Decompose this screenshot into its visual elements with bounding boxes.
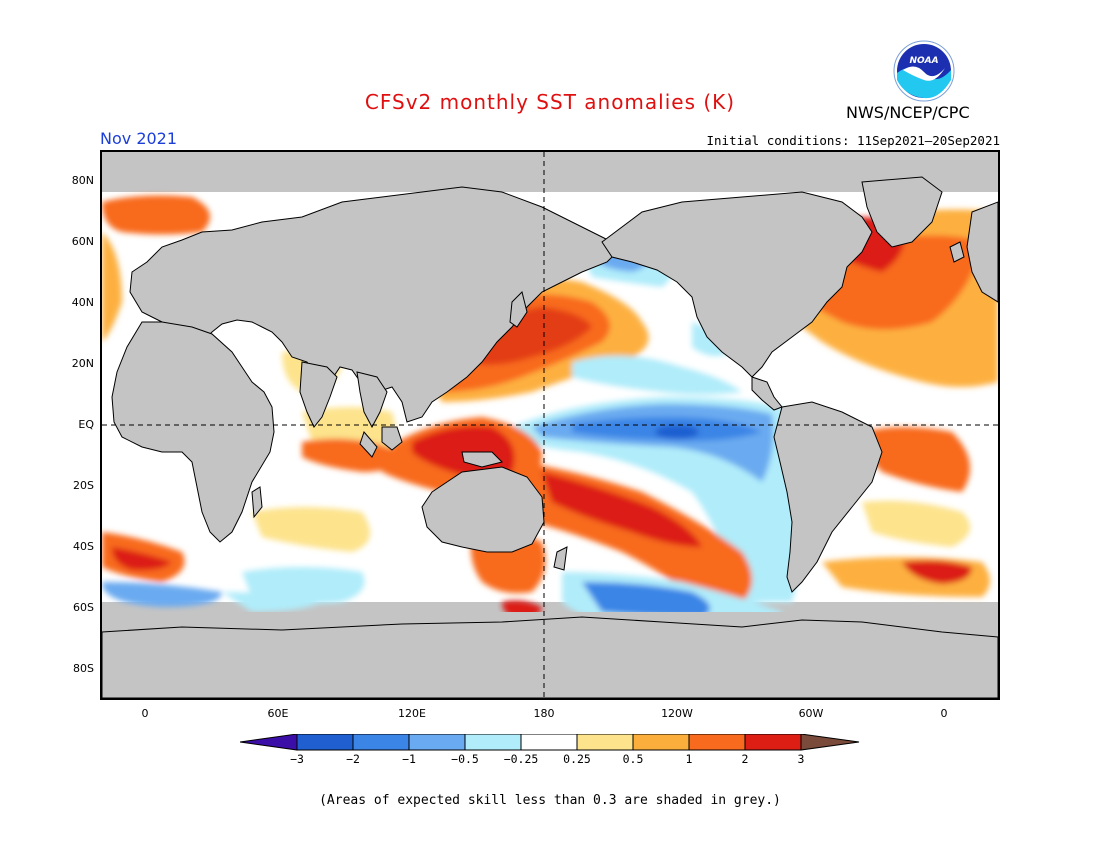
colorbar-swatch [520, 734, 578, 751]
chart-title: CFSv2 monthly SST anomalies (K) [364, 90, 736, 114]
lon-label: 0 [141, 707, 149, 720]
colorbar-label: 0.5 [622, 752, 644, 766]
colorbar-label: 1 [685, 752, 693, 766]
lat-label: EQ [78, 418, 94, 431]
colorbar-label: −1 [402, 752, 416, 766]
colorbar-swatch [240, 734, 298, 751]
initial-conditions: Initial conditions: 11Sep2021–20Sep2021 [706, 133, 1001, 148]
colorbar-swatch [688, 734, 746, 751]
sst-anomaly-map [100, 150, 1000, 700]
lon-label: 0 [940, 707, 948, 720]
lon-label: 60W [798, 707, 824, 720]
lat-label: 60S [73, 601, 94, 614]
colorbar-label: 2 [741, 752, 749, 766]
lon-label: 120W [661, 707, 693, 720]
continents [102, 176, 998, 698]
colorbar-swatch [296, 734, 354, 751]
lat-label: 20S [73, 479, 94, 492]
colorbar-swatch [352, 734, 410, 751]
colorbar-swatch [464, 734, 522, 751]
lon-label: 180 [533, 707, 555, 720]
colorbar-label: −2 [346, 752, 360, 766]
colorbar-label: 0.25 [563, 752, 591, 766]
colorbar-swatch [576, 734, 634, 751]
anomaly-field [102, 195, 998, 629]
noaa-logo: NOAA [893, 40, 955, 102]
colorbar-label: −0.5 [451, 752, 479, 766]
lat-label: 40N [71, 296, 94, 309]
colorbar-swatch [408, 734, 466, 751]
colorbar-swatch [800, 734, 860, 751]
lon-label: 60E [267, 707, 289, 720]
lat-label: 80N [71, 174, 94, 187]
colorbar-label: 3 [797, 752, 805, 766]
lat-label: 20N [71, 357, 94, 370]
lat-label: 80S [73, 662, 94, 675]
skill-footnote: (Areas of expected skill less than 0.3 a… [319, 793, 781, 808]
colorbar-swatch [744, 734, 802, 751]
noaa-logo-text: NOAA [909, 56, 938, 66]
lat-label: 40S [73, 540, 94, 553]
colorbar-label: −3 [290, 752, 304, 766]
colorbar [240, 734, 860, 751]
lat-label: 60N [71, 235, 94, 248]
colorbar-swatch [632, 734, 690, 751]
colorbar-label: −0.25 [503, 752, 539, 766]
agency-label: NWS/NCEP/CPC [846, 103, 970, 122]
lon-label: 120E [398, 707, 426, 720]
forecast-period: Nov 2021 [100, 129, 178, 148]
map-svg [102, 152, 998, 698]
